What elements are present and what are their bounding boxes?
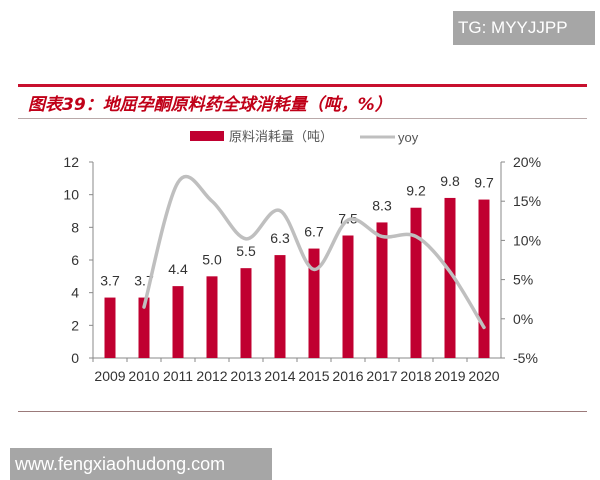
title-underline bbox=[18, 118, 587, 119]
bar bbox=[138, 297, 150, 358]
x-tick-label: 2016 bbox=[332, 368, 363, 384]
right-tick-label: 10% bbox=[513, 232, 541, 248]
bar-data-label: 8.3 bbox=[372, 197, 392, 213]
x-tick-label: 2013 bbox=[230, 368, 261, 384]
bar bbox=[342, 235, 354, 358]
bar-data-label: 6.7 bbox=[304, 224, 324, 240]
bar-data-label: 5.0 bbox=[202, 251, 222, 267]
bar bbox=[444, 197, 456, 358]
bar bbox=[478, 199, 490, 358]
bar bbox=[172, 286, 184, 358]
bar-data-label: 9.8 bbox=[440, 173, 460, 189]
left-tick-label: 4 bbox=[71, 285, 79, 301]
legend-bar-swatch bbox=[190, 131, 224, 141]
bar bbox=[274, 255, 286, 358]
left-tick-label: 8 bbox=[71, 219, 79, 235]
right-tick-label: -5% bbox=[513, 350, 538, 366]
bar bbox=[240, 268, 252, 358]
title-rule bbox=[18, 84, 587, 87]
bar-data-label: 6.3 bbox=[270, 230, 290, 246]
x-tick-label: 2010 bbox=[128, 368, 159, 384]
yoy-line bbox=[142, 174, 486, 330]
bar-data-label: 9.7 bbox=[474, 175, 494, 191]
bar bbox=[376, 222, 388, 358]
bar-data-label: 5.5 bbox=[236, 243, 256, 259]
x-tick-label: 2014 bbox=[264, 368, 295, 384]
x-tick-label: 2019 bbox=[434, 368, 465, 384]
bar bbox=[104, 297, 116, 358]
x-tick-label: 2012 bbox=[196, 368, 227, 384]
x-tick-label: 2018 bbox=[400, 368, 431, 384]
watermark-bottom: www.fengxiaohudong.com bbox=[10, 448, 272, 480]
left-tick-label: 6 bbox=[71, 252, 79, 268]
left-tick-label: 0 bbox=[71, 350, 79, 366]
bar bbox=[308, 248, 320, 358]
bar bbox=[206, 276, 218, 358]
legend-line-label: yoy bbox=[398, 130, 419, 145]
bar-data-label: 3.7 bbox=[100, 273, 120, 289]
x-tick-label: 2020 bbox=[468, 368, 499, 384]
chart-title: 图表39：地屈孕酮原料药全球消耗量（吨，%） bbox=[28, 95, 392, 115]
x-tick-label: 2017 bbox=[366, 368, 397, 384]
bar-data-label: 9.2 bbox=[406, 183, 426, 199]
x-tick-label: 2011 bbox=[163, 368, 193, 384]
watermark-top: TG: MYYJJPP bbox=[453, 11, 595, 45]
right-tick-label: 5% bbox=[513, 272, 533, 288]
bar-data-label: 4.4 bbox=[168, 261, 188, 277]
right-tick-label: 20% bbox=[513, 154, 541, 170]
x-tick-label: 2015 bbox=[298, 368, 329, 384]
right-tick-label: 15% bbox=[513, 193, 541, 209]
left-tick-label: 2 bbox=[71, 317, 79, 333]
left-tick-label: 12 bbox=[63, 154, 79, 170]
x-tick-label: 2009 bbox=[94, 368, 125, 384]
left-tick-label: 10 bbox=[63, 187, 79, 203]
bottom-rule bbox=[18, 411, 587, 412]
right-tick-label: 0% bbox=[513, 311, 533, 327]
legend-bar-label: 原料消耗量（吨） bbox=[229, 129, 333, 144]
bar bbox=[410, 207, 422, 358]
